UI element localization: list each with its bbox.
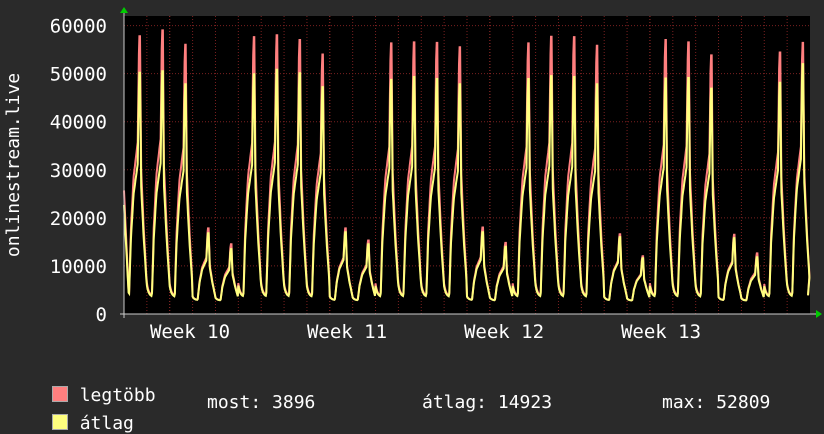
y-tick-label: 50000: [50, 64, 107, 86]
y-tick-labels: 0 10000 20000 30000 40000 50000 60000: [50, 16, 107, 326]
y-tick-label: 0: [96, 304, 107, 326]
legend-item-atlag: átlag: [30, 392, 134, 434]
stat-average: átlag: 14923: [422, 392, 553, 413]
x-axis-arrow-icon: [816, 310, 822, 318]
y-tick-label: 10000: [50, 256, 107, 278]
legend-item-legtobb: legtöbb: [30, 364, 156, 406]
y-tick-label: 60000: [50, 16, 107, 38]
x-tick-label: Week 10: [150, 321, 230, 343]
grid-lines: [124, 16, 810, 314]
x-tick-labels: Week 10 Week 11 Week 12 Week 13: [150, 321, 701, 343]
x-tick-label: Week 11: [307, 321, 387, 343]
legend-swatch-legtobb: [51, 386, 68, 402]
y-tick-label: 20000: [50, 208, 107, 230]
legend-label-atlag: átlag: [79, 413, 134, 434]
stat-max: max: 52809: [662, 392, 771, 413]
legend-swatch-atlag: [51, 414, 68, 430]
y-axis-label: onlinestream.live: [3, 73, 24, 257]
stat-current: most: 3896: [207, 392, 316, 413]
x-tick-label: Week 12: [464, 321, 544, 343]
y-tick-label: 30000: [50, 160, 107, 182]
y-tick-label: 40000: [50, 112, 107, 134]
legend-label-legtobb: legtöbb: [79, 385, 156, 406]
x-tick-label: Week 13: [621, 321, 701, 343]
series-line-atlag: [123, 63, 811, 302]
plot-background: [124, 16, 810, 314]
y-axis-arrow-icon: [120, 7, 128, 13]
